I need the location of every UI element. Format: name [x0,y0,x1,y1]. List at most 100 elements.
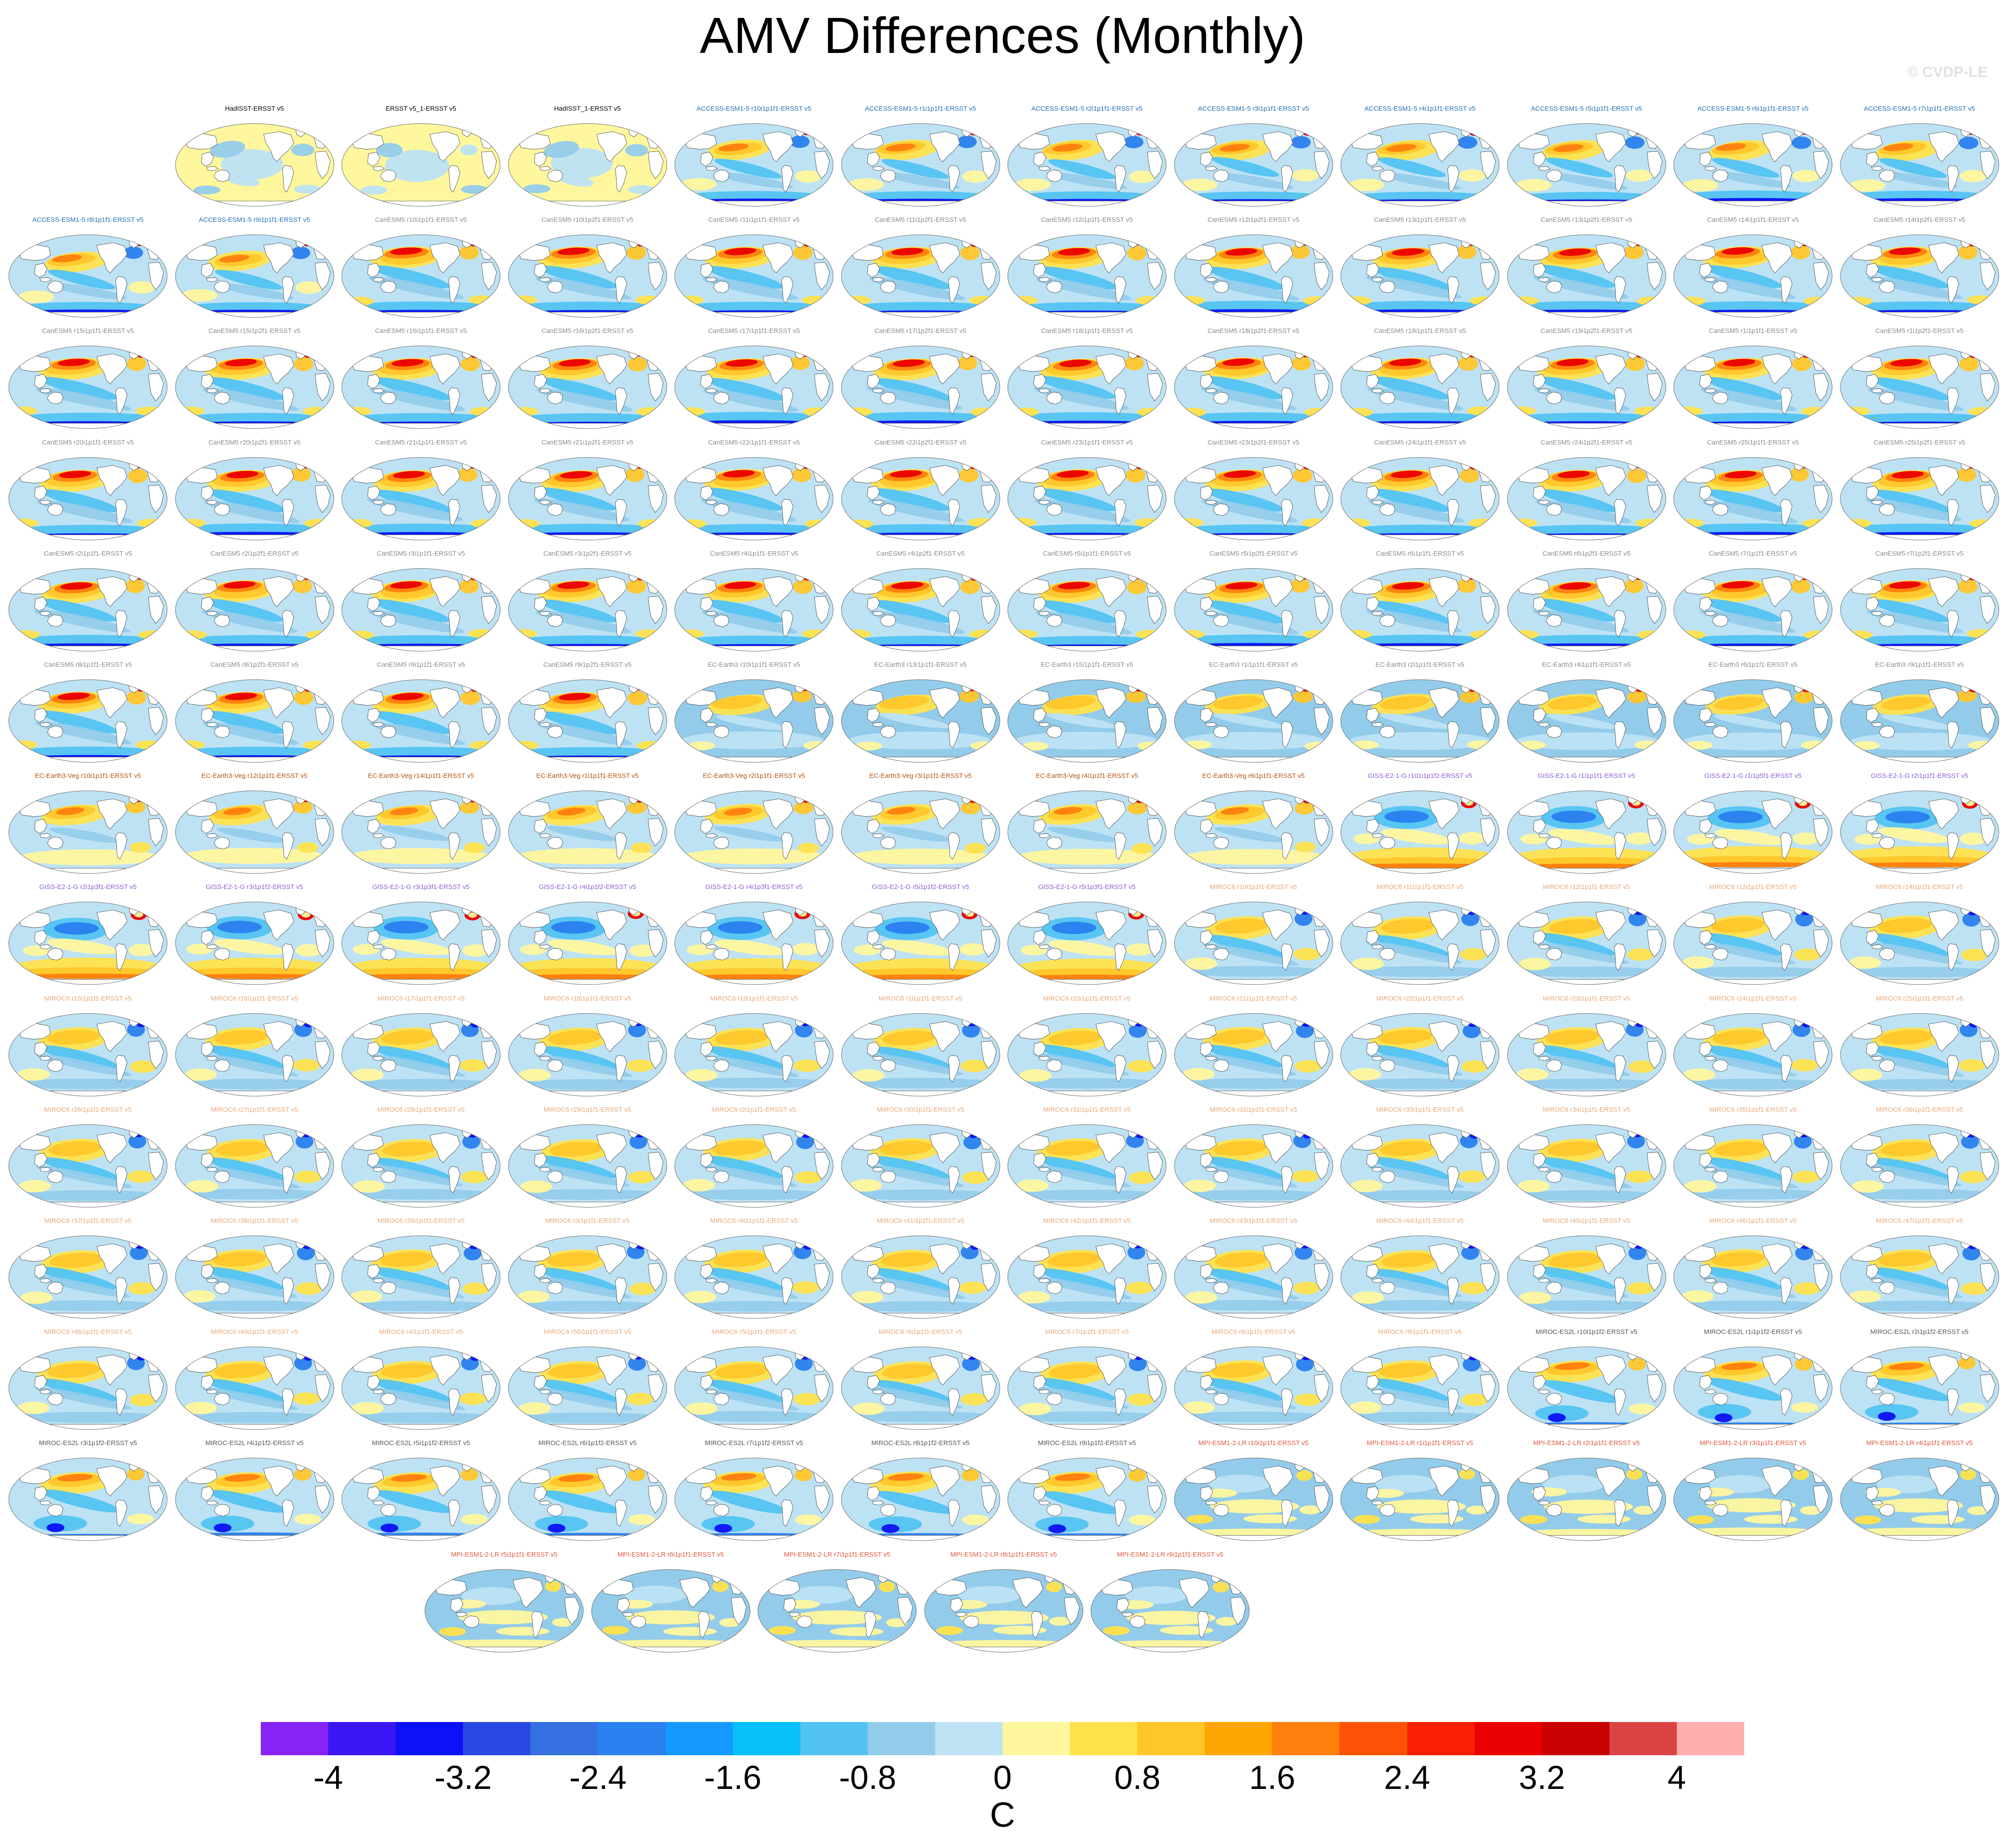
land-mass [1647,595,1662,624]
panel-title: MIROC6 r3i1p1f1-ERSST v5 [545,1217,630,1225]
land-mass [367,596,380,612]
land-mass [1519,645,1654,651]
land-mass [520,1424,655,1430]
land-mass [547,392,563,405]
land-mass [1704,945,1717,950]
land-mass [1186,756,1321,763]
land-mass [96,910,127,941]
map-panel: CanESM5 r11i1p2f1-ERSST v5 [841,216,1001,326]
panel-title: MPI-ESM1-2-LR r7i1p1f1-ERSST v5 [784,1550,890,1558]
land-mass [1813,1152,1829,1180]
map-border [1507,1458,1666,1541]
land-mass [429,131,460,162]
panel-title: MIROC6 r44i1p1f1-ERSST v5 [1376,1217,1464,1225]
land-mass [1928,354,1959,385]
colorbar-swatch [1205,1722,1272,1755]
land-mass [282,499,294,526]
land-mass [481,1040,497,1069]
land-mass [1095,242,1126,273]
panel-title: ACCESS-ESM1-5 r9i1p1f1-ERSST v5 [199,216,310,224]
land-mass [867,1264,880,1279]
anomaly-region [1183,849,1326,865]
land-mass [929,1243,960,1274]
land-mass [263,1354,294,1386]
map-border [674,791,834,874]
anomaly-region [390,247,422,255]
anomaly-region [1459,1469,1476,1480]
map-border [1007,791,1167,874]
panel-title: CanESM5 r24i1p2f1-ERSST v5 [1540,438,1633,446]
anomaly-region [462,1134,480,1149]
land-mass [1519,868,1654,874]
land-mass [148,818,164,847]
anomaly-region [855,741,882,751]
land-mass [1519,534,1654,540]
land-mass [814,818,830,847]
anomaly-region [212,1252,266,1267]
map-plot [341,791,501,874]
map-border [341,1235,501,1319]
anomaly-region [1957,245,1977,260]
land-mass [1428,354,1459,385]
land-mass [429,910,460,941]
land-mass [1114,387,1126,415]
panel-title: MIROC-ES2L r6i1p1f2-ERSST v5 [538,1439,637,1447]
panel-title: MIROC6 r20i1p1f1-ERSST v5 [1043,994,1131,1002]
anomaly-region [1040,1268,1118,1292]
map-border [1507,346,1666,429]
anomaly-region [461,1170,488,1183]
land-mass [520,1312,655,1319]
map-border [1007,457,1167,540]
land-mass [1379,1059,1395,1072]
anomaly-region [1518,1292,1551,1304]
land-mass [1371,1501,1384,1506]
anomaly-region [1178,296,1205,305]
map-border [1507,457,1666,540]
land-mass [354,312,488,318]
land-mass [539,833,551,838]
land-mass [1866,930,1879,945]
land-mass [1262,798,1293,830]
land-mass [429,1354,460,1386]
anomaly-region [539,599,617,623]
panel-title: CanESM5 r14i1p2f1-ERSST v5 [1873,216,1966,224]
map-panel: MIROC6 r16i1p1f1-ERSST v5 [175,995,335,1104]
map-border [8,1124,168,1208]
land-mass [429,687,460,718]
land-mass [315,818,330,847]
anomaly-region [936,1626,963,1635]
map-panel: EC-Earth3 r9i1p1f1-ERSST v5 [1840,661,2000,770]
anomaly-region [37,1166,133,1188]
panel-title: GISS-E2-1-G r4i1p1f2-ERSST v5 [539,883,636,891]
land-mass [731,1596,747,1625]
map-plot [175,1124,334,1208]
anomaly-region [1885,811,1930,824]
map-plot [674,1013,834,1096]
anomaly-region [1038,1156,1117,1180]
anomaly-region [792,1610,882,1625]
panel-title: CanESM5 r20i1p1f1-ERSST v5 [42,438,134,446]
anomaly-region [390,808,418,816]
land-mass [713,1170,729,1183]
map-panel: EC-Earth3 r10i1p1f1-ERSST v5 [674,661,834,770]
map-panel: CanESM5 r17i1p2f1-ERSST v5 [841,327,1001,437]
anomaly-region [1126,1610,1216,1625]
anomaly-region [1344,1078,1496,1089]
panel-title: CanESM5 r17i1p1f1-ERSST v5 [708,327,800,335]
panel-title: MIROC6 r4i1p1f1-ERSST v5 [379,1328,463,1336]
land-mass [700,1041,713,1057]
map-panel: MIROC-ES2L r10i1p1f2-ERSST v5 [1507,1328,1667,1438]
land-mass [429,1243,460,1274]
land-mass [206,1501,218,1506]
land-mass [1614,721,1626,749]
map-border [508,123,667,207]
land-mass [1866,819,1879,834]
land-mass [1647,1374,1662,1403]
anomaly-region [1304,408,1331,417]
map-plot [508,1235,667,1319]
map-plot [1174,1347,1333,1430]
anomaly-region [793,245,813,260]
anomaly-region [184,1402,217,1414]
land-mass [867,708,880,723]
land-mass [1020,423,1154,429]
